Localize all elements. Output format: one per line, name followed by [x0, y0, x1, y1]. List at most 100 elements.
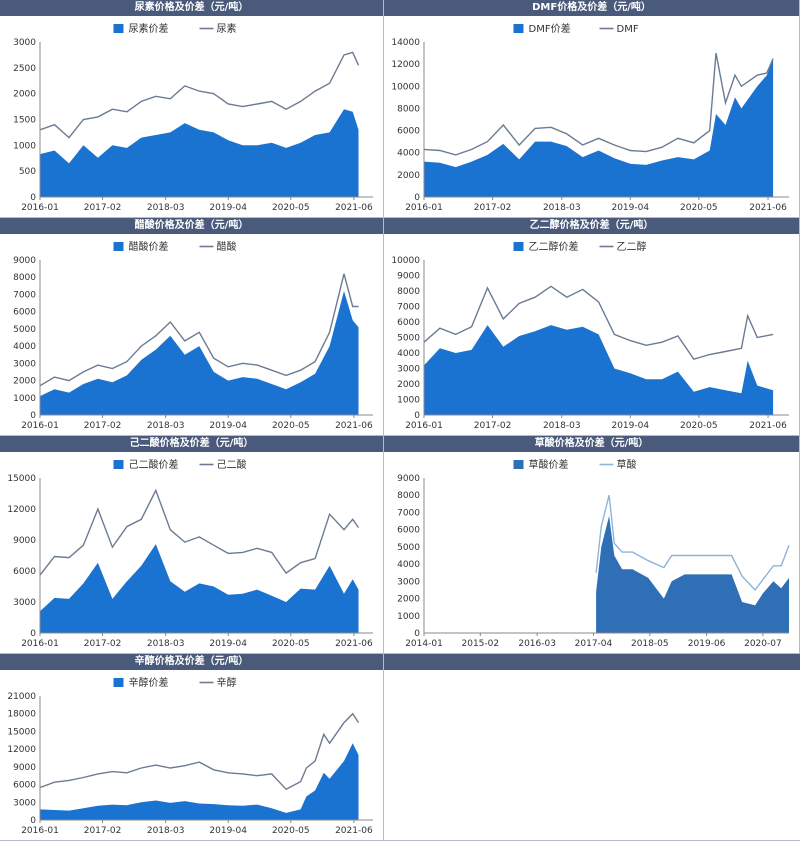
- legend-label: DMF价差: [529, 22, 571, 35]
- y-tick-label: 1000: [397, 396, 420, 406]
- x-tick-label: 2020-05: [680, 421, 718, 431]
- y-tick-label: 3000: [13, 38, 36, 48]
- y-tick-label: 1000: [13, 394, 36, 404]
- series-area-0: [40, 544, 359, 633]
- y-tick-label: 0: [30, 629, 36, 639]
- y-tick-label: 8000: [13, 273, 36, 283]
- x-tick-label: 2015-02: [462, 639, 500, 649]
- chart-panel-oxalic: 草酸价格及价差（元/吨） 0 1000 2000 3000 4000 5000 6000 700…: [384, 436, 800, 654]
- y-tick-label: 3000: [13, 798, 36, 808]
- chart-panel-glycol: 乙二醇价格及价差（元/吨） 0 1000 2000 3000 4000 5000 6000 70…: [384, 218, 800, 436]
- legend-swatch-area: [113, 242, 124, 251]
- x-tick-label: 2021-06: [335, 203, 373, 213]
- x-tick-label: 2019-06: [688, 639, 726, 649]
- legend-label: 尿素: [217, 22, 237, 35]
- x-tick-label: 2021-06: [335, 421, 373, 431]
- y-tick-label: 6000: [13, 781, 36, 791]
- legend-swatch-area: [513, 460, 524, 469]
- x-tick-label: 2016-01: [405, 203, 443, 213]
- series-area-0: [40, 109, 359, 197]
- x-tick-label: 2016-01: [21, 639, 59, 649]
- x-tick-label: 2018-03: [147, 826, 185, 836]
- legend-label: 己二酸: [217, 458, 247, 471]
- y-tick-label: 12000: [7, 745, 36, 755]
- y-tick-label: 3000: [397, 577, 420, 587]
- y-tick-label: 500: [19, 167, 36, 177]
- y-tick-label: 15000: [7, 474, 36, 484]
- y-tick-label: 0: [30, 193, 36, 203]
- legend-swatch-area: [113, 678, 124, 687]
- chart-panel-adipic: 己二酸价格及价差（元/吨） 0 3000 6000 9000 12000 15000 2016…: [0, 436, 384, 654]
- y-tick-label: 1000: [397, 612, 420, 622]
- x-tick-label: 2016-03: [518, 639, 556, 649]
- x-tick-label: 2020-05: [680, 203, 718, 213]
- y-tick-label: 2000: [13, 90, 36, 100]
- y-tick-label: 0: [414, 629, 420, 639]
- y-tick-label: 0: [414, 193, 420, 203]
- chart-panel-acetic: 醋酸价格及价差（元/吨） 0 1000 2000 3000 4000 5000 6000 700…: [0, 218, 384, 436]
- x-tick-label: 2017-02: [84, 639, 122, 649]
- y-tick-label: 5000: [397, 334, 420, 344]
- y-tick-label: 2500: [13, 64, 36, 74]
- x-tick-label: 2017-02: [84, 203, 122, 213]
- y-tick-label: 5000: [397, 543, 420, 553]
- series-area-0: [424, 58, 774, 197]
- series-area-0: [40, 743, 359, 820]
- y-tick-label: 3000: [13, 359, 36, 369]
- chart-panel-octanol: 辛醇价格及价差（元/吨） 0 3000 6000 9000 12000 15000 18000…: [0, 654, 384, 841]
- series-line-1: [39, 51, 360, 139]
- legend-label: 辛醇: [217, 676, 237, 689]
- x-tick-label: 2019-04: [209, 639, 247, 649]
- x-tick-label: 2017-02: [474, 421, 512, 431]
- y-tick-label: 1000: [13, 141, 36, 151]
- x-tick-label: 2019-04: [611, 203, 649, 213]
- y-tick-label: 3000: [13, 598, 36, 608]
- x-tick-label: 2018-03: [543, 421, 581, 431]
- y-tick-label: 6000: [397, 526, 420, 536]
- y-tick-label: 4000: [397, 149, 420, 159]
- legend-label: 辛醇价差: [129, 676, 169, 689]
- x-tick-label: 2014-01: [405, 639, 443, 649]
- x-tick-label: 2017-02: [84, 826, 122, 836]
- x-tick-label: 2017-02: [84, 421, 122, 431]
- chart-panel-urea: 尿素价格及价差（元/吨） 0 500 1000 1500 2000 2500 3000 2016…: [0, 0, 384, 218]
- y-tick-label: 10000: [391, 82, 420, 92]
- y-tick-label: 12000: [7, 505, 36, 515]
- chart-title: DMF价格及价差（元/吨）: [384, 0, 799, 16]
- y-tick-label: 8000: [397, 287, 420, 297]
- x-tick-label: 2018-03: [147, 639, 185, 649]
- y-tick-label: 9000: [397, 272, 420, 282]
- x-tick-label: 2018-03: [543, 203, 581, 213]
- y-tick-label: 18000: [7, 710, 36, 720]
- y-tick-label: 6000: [397, 318, 420, 328]
- y-tick-label: 6000: [397, 127, 420, 137]
- x-tick-label: 2020-05: [272, 421, 310, 431]
- chart-title: 乙二醇价格及价差（元/吨）: [384, 218, 799, 234]
- series-area-0: [424, 325, 774, 415]
- legend-swatch-area: [513, 242, 524, 251]
- x-tick-label: 2016-01: [21, 421, 59, 431]
- x-tick-label: 2020-05: [272, 203, 310, 213]
- y-tick-label: 4000: [397, 560, 420, 570]
- y-tick-label: 7000: [13, 290, 36, 300]
- y-tick-label: 7000: [397, 508, 420, 518]
- chart-svg-glycol: 0 1000 2000 3000 4000 5000 6000 7000 8000 9000 100…: [391, 240, 789, 431]
- y-tick-label: 9000: [13, 536, 36, 546]
- series-line-1: [39, 488, 360, 576]
- x-tick-label: 2020-05: [272, 826, 310, 836]
- legend-label: 乙二醇价差: [529, 240, 579, 253]
- y-tick-label: 0: [30, 816, 36, 826]
- series-line-1: [423, 285, 774, 361]
- y-tick-label: 6000: [13, 308, 36, 318]
- chart-svg-dmf: 0 2000 4000 6000 8000 10000 12000 14000 2016-01 2…: [391, 22, 789, 213]
- y-tick-label: 9000: [397, 474, 420, 484]
- y-tick-label: 3000: [397, 365, 420, 375]
- x-tick-label: 2021-06: [749, 203, 787, 213]
- series-area-0: [596, 515, 789, 633]
- y-tick-label: 1500: [13, 116, 36, 126]
- y-tick-label: 2000: [397, 171, 420, 181]
- y-tick-label: 6000: [13, 567, 36, 577]
- y-tick-label: 21000: [7, 692, 36, 702]
- chart-title: 辛醇价格及价差（元/吨）: [0, 654, 383, 670]
- y-tick-label: 15000: [7, 727, 36, 737]
